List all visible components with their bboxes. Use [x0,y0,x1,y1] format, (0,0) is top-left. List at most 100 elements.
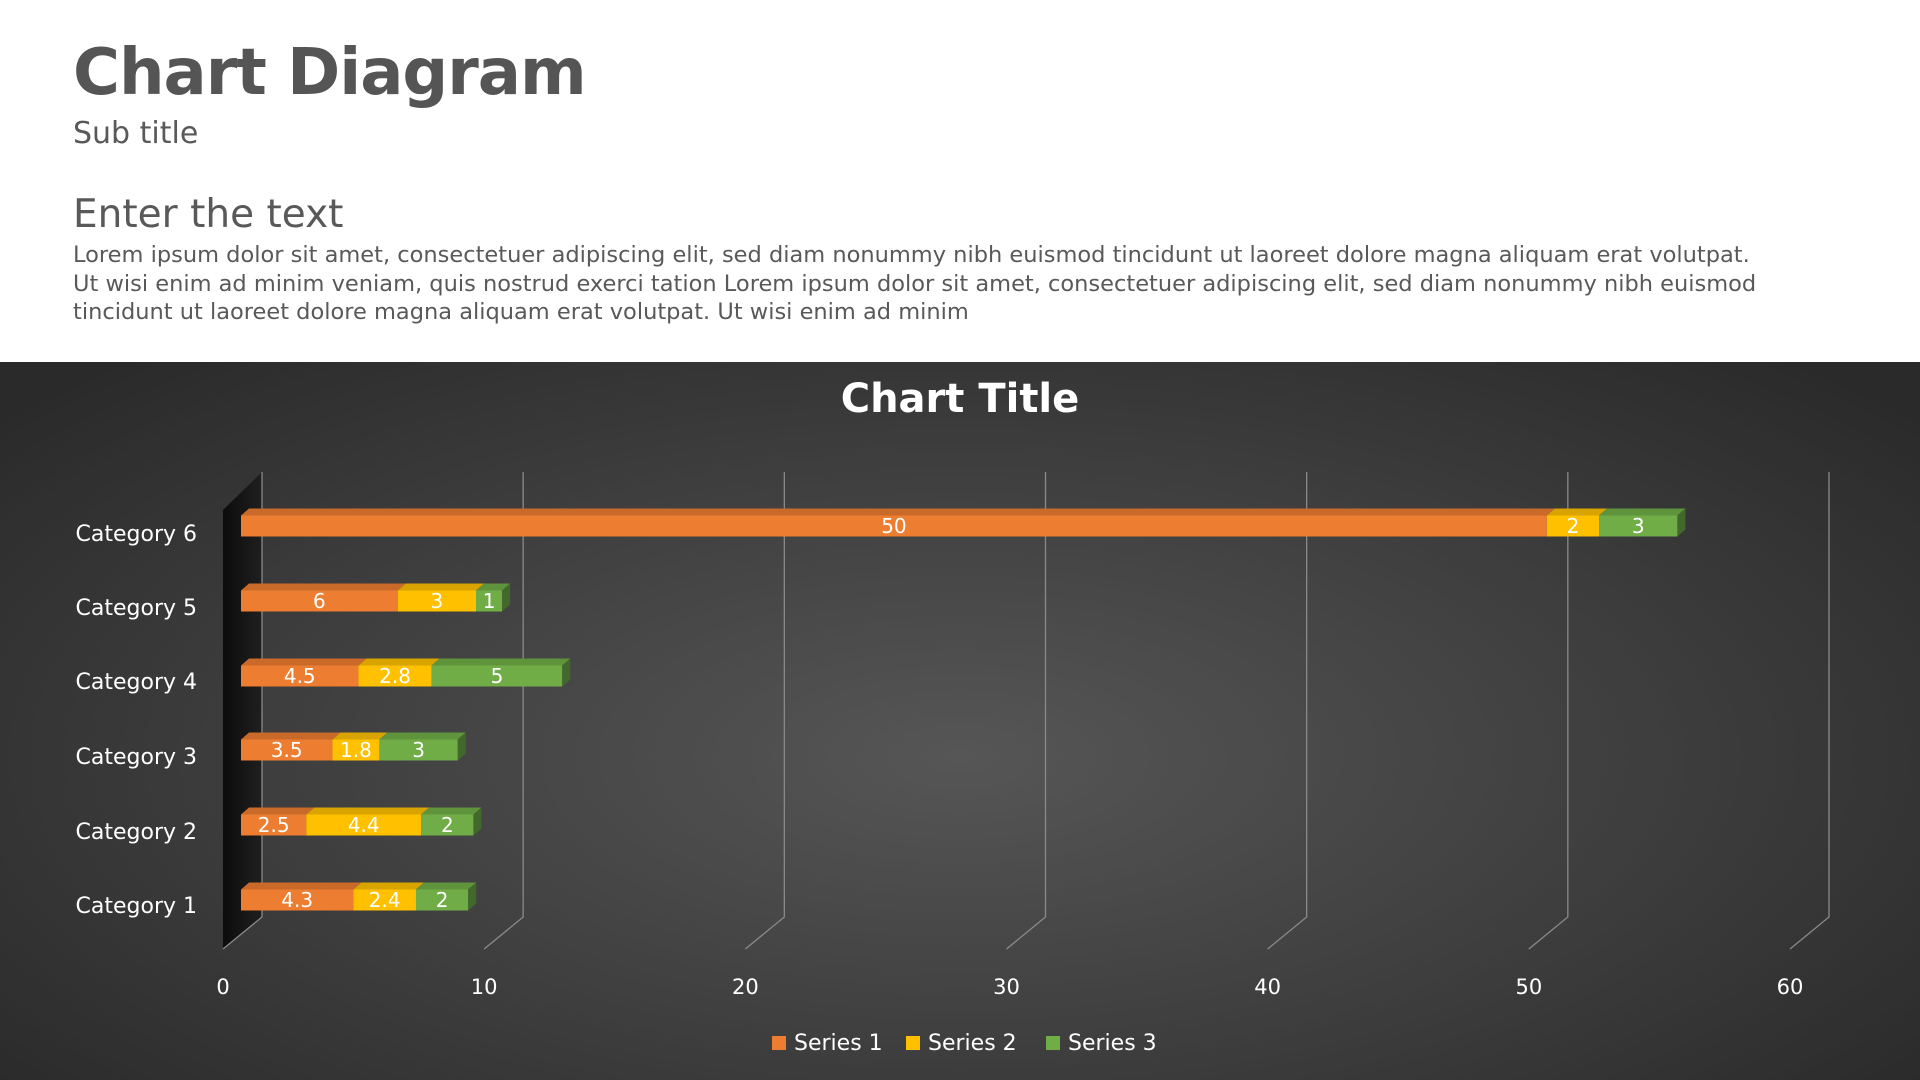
bar-segment-top [415,882,477,890]
bar-segment [397,590,477,612]
bar-segment-top [353,882,424,890]
data-label: 6 [313,589,326,613]
category-label: Category 1 [76,894,197,919]
bar-segment [241,590,398,612]
bar-segment [241,515,1547,537]
bar-segment-top [397,583,485,591]
category-label: Category 2 [76,820,197,845]
x-tick-label: 20 [732,975,759,999]
bar-segment-top [431,658,571,666]
x-tick-label: 0 [216,975,229,999]
legend-label: Series 1 [794,1031,883,1056]
data-label: 50 [881,514,906,538]
category-label: Category 3 [76,745,197,770]
data-label: 2.4 [369,888,401,912]
bar-segment-top [241,583,406,591]
chart-plot: 0 10 20 30 40 50 60 Category 1 Category 2 Categor… [76,472,1830,999]
body-text-line: tincidunt ut laoreet dolore magna aliqua… [73,299,969,325]
bar-segment-side [468,882,477,911]
legend-label: Series 3 [1068,1031,1157,1056]
data-label: 1.8 [340,738,372,762]
legend-swatch [1046,1036,1060,1050]
bar-segment-top [241,807,315,815]
bar-segment-top [476,583,511,591]
bar-segment [306,814,422,836]
bar-segment [415,889,469,911]
bar-segment-side [562,658,571,687]
chart-panel: Chart Title 0 10 20 30 40 50 60 Category 1 Categ… [0,362,1920,1080]
body-text-line: Lorem ipsum dolor sit amet, consectetuer… [73,242,1750,268]
bar-segment-top [379,732,466,740]
legend-swatch [906,1036,920,1050]
bar-segment-side [473,807,482,836]
data-label: 5 [491,664,504,688]
category-label: Category 5 [76,596,197,621]
data-label: 4.4 [348,813,380,837]
bar-segment-top [241,658,367,666]
bar-segment-top [241,508,1555,516]
bar-segment-side [1677,508,1686,537]
bar-segment [379,739,458,761]
bar-segment [241,665,359,687]
x-tick-label: 60 [1777,975,1804,999]
bar-segment [1599,515,1678,537]
category-label: Category 6 [76,522,197,547]
bar-segment-side [502,583,511,612]
x-tick-label: 30 [993,975,1020,999]
bar-segment-top [241,882,362,890]
data-label: 2.8 [379,664,411,688]
bar-segment-top [1599,508,1686,516]
x-tick-label: 10 [471,975,498,999]
bar-segment [358,665,432,687]
bar-segment [421,814,474,836]
data-label: 2 [441,813,454,837]
gridline [744,472,785,950]
data-label: 3 [1632,514,1645,538]
bar-segment-top [241,732,341,740]
gridline [1528,472,1569,950]
bar-segment [1546,515,1600,537]
chart-legend: Series 1 Series 2 Series 3 [772,1031,1157,1056]
data-label: 4.3 [281,888,313,912]
chart-side-wall [223,472,262,949]
x-tick-label: 50 [1515,975,1542,999]
data-label: 3 [412,738,425,762]
data-label: 2 [1567,514,1580,538]
page-subtitle: Sub title [73,116,199,151]
legend-label: Series 2 [928,1031,1017,1056]
bar-segment [431,665,563,687]
bar-segment-top [306,807,430,815]
bar-segment-side [457,732,466,761]
gridline [1789,472,1830,950]
data-label: 4.5 [284,664,316,688]
bar-segment [241,739,333,761]
page-title: Chart Diagram [73,36,587,110]
data-label: 2 [436,888,449,912]
gridline [483,472,524,950]
data-label: 3.5 [271,738,303,762]
bar-segment-top [332,732,388,740]
bar-segment [353,889,416,911]
bar-segment-top [358,658,440,666]
bar-segment [241,889,354,911]
data-label: 1 [483,589,496,613]
chart-title: Chart Title [841,376,1080,422]
bar-chart: Chart Title 0 10 20 30 40 50 60 Category 1 Categ… [76,376,1830,1056]
gridline [1267,472,1308,950]
section-heading: Enter the text [73,192,344,237]
x-tick-label: 40 [1254,975,1281,999]
bar-segment [241,814,307,836]
bar-segment-top [1546,508,1608,516]
category-label: Category 4 [76,670,197,695]
gridline [1006,472,1047,950]
bar-segment [332,739,380,761]
body-text: Lorem ipsum dolor sit amet, consectetuer… [73,241,1873,327]
bar-segment [476,590,503,612]
data-label: 3 [431,589,444,613]
body-text-line: Ut wisi enim ad minim veniam, quis nostr… [73,270,1757,297]
data-label: 2.5 [258,813,290,837]
legend-swatch [772,1036,786,1050]
bar-segment-top [421,807,482,815]
gridline [222,472,263,950]
